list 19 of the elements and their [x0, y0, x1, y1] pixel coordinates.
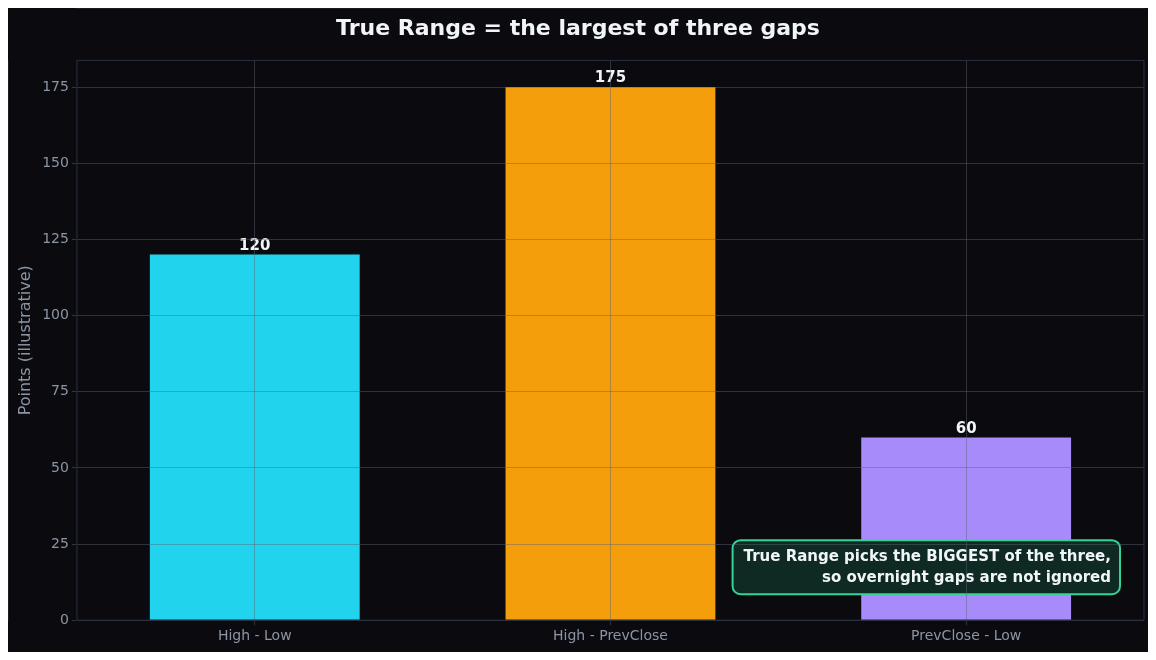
x-tick-label: PrevClose - Low	[911, 627, 1022, 644]
x-tick-label: High - PrevClose	[553, 627, 668, 644]
y-tick-label: 175	[42, 77, 69, 94]
y-tick-label: 125	[42, 230, 69, 247]
y-tick-label: 150	[42, 153, 69, 170]
y-tick-label: 25	[51, 534, 69, 551]
y-tick-label: 50	[51, 458, 69, 475]
y-tick-label: 100	[42, 306, 69, 323]
bar	[505, 87, 716, 620]
data-label: 120	[239, 236, 271, 255]
y-tick-label: 75	[51, 382, 69, 399]
bar	[149, 254, 360, 620]
x-tick-label: High - Low	[217, 627, 292, 644]
data-label: 60	[955, 418, 977, 437]
chart-title: True Range = the largest of three gaps	[336, 14, 820, 40]
y-tick-label: 0	[60, 610, 69, 627]
annotation: True Range picks the BIGGEST of the three, so overnight gaps are not ignored	[743, 546, 1111, 586]
y-axis-title: Points (illustrative)	[14, 265, 34, 416]
data-label: 175	[594, 68, 627, 87]
